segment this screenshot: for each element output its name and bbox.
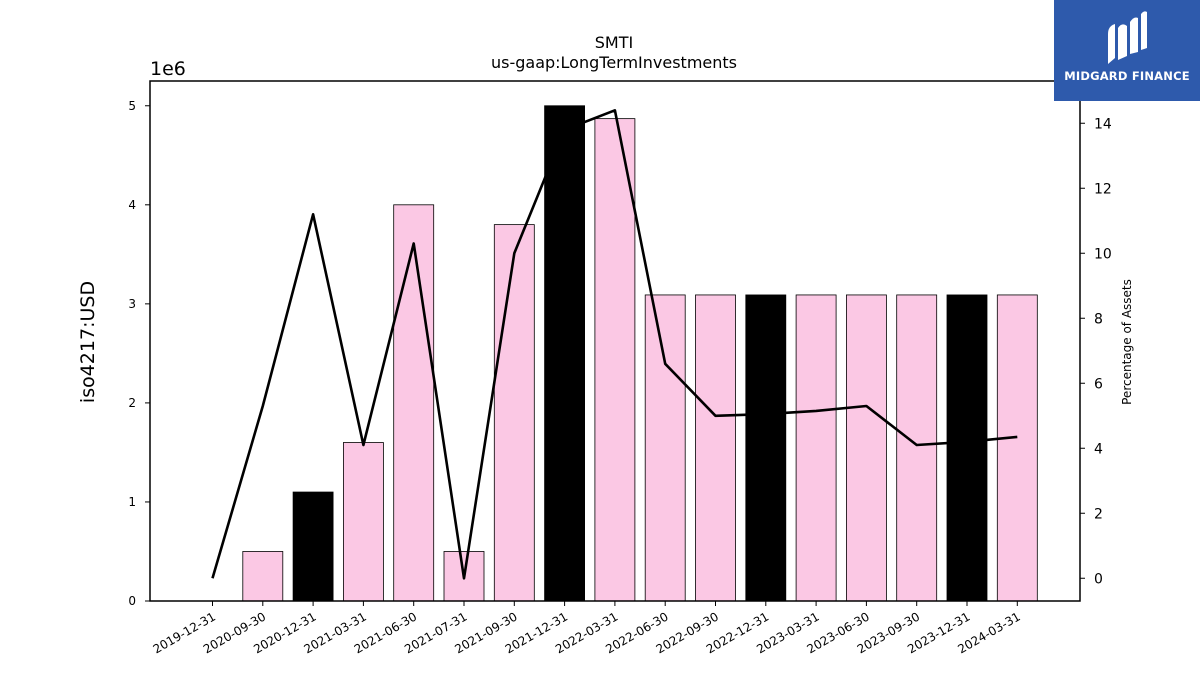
bar-2020-09-30 bbox=[242, 551, 284, 602]
y-tick-label: 0 bbox=[128, 594, 136, 608]
bar-2023-03-31 bbox=[795, 294, 837, 602]
y2-tick-label: 0 bbox=[1094, 571, 1103, 587]
bar-2021-09-30 bbox=[493, 224, 535, 602]
y-tick-label: 5 bbox=[128, 99, 136, 113]
bar-2022-12-31 bbox=[745, 294, 787, 602]
bar-2024-03-31 bbox=[996, 294, 1038, 602]
bar-2022-09-30 bbox=[695, 294, 736, 602]
bar-2020-12-31 bbox=[292, 491, 334, 602]
bar-2023-09-30 bbox=[896, 294, 938, 602]
bar-2022-03-31 bbox=[594, 118, 636, 602]
bar-2021-12-31 bbox=[544, 105, 585, 602]
logo: MIDGARD FINANCE bbox=[1054, 0, 1200, 101]
y2-tick-label: 14 bbox=[1094, 116, 1112, 132]
chart-title: SMTI bbox=[595, 33, 633, 52]
chart-subtitle: us-gaap:LongTermInvestments bbox=[491, 53, 737, 72]
y2-tick-label: 12 bbox=[1094, 181, 1112, 197]
plot-frame bbox=[149, 80, 1081, 602]
logo-text: MIDGARD FINANCE bbox=[1064, 69, 1190, 83]
bar-2022-06-30 bbox=[644, 294, 686, 602]
bar-2023-12-31 bbox=[946, 294, 988, 602]
y2-tick-label: 2 bbox=[1094, 506, 1103, 522]
y-axis-label: iso4217:USD bbox=[77, 281, 99, 403]
y-tick-label: 3 bbox=[128, 297, 136, 311]
y-tick-label: 4 bbox=[128, 198, 136, 212]
y2-tick-label: 4 bbox=[1094, 441, 1103, 457]
bar-2021-06-30 bbox=[393, 204, 435, 602]
percentage-line bbox=[211, 109, 1018, 580]
y2-tick-label: 6 bbox=[1094, 376, 1103, 392]
midgard-logo-icon bbox=[1108, 11, 1147, 64]
y2-axis-label: Percentage of Assets bbox=[1120, 279, 1134, 405]
y2-tick-label: 10 bbox=[1094, 246, 1112, 262]
y-tick-label: 2 bbox=[128, 396, 136, 410]
y2-tick-label: 8 bbox=[1094, 311, 1103, 327]
y-tick-label: 1 bbox=[128, 495, 136, 509]
y-offset-label: 1e6 bbox=[150, 58, 186, 80]
bar-2023-06-30 bbox=[846, 294, 887, 602]
bar-2021-03-31 bbox=[342, 442, 384, 602]
